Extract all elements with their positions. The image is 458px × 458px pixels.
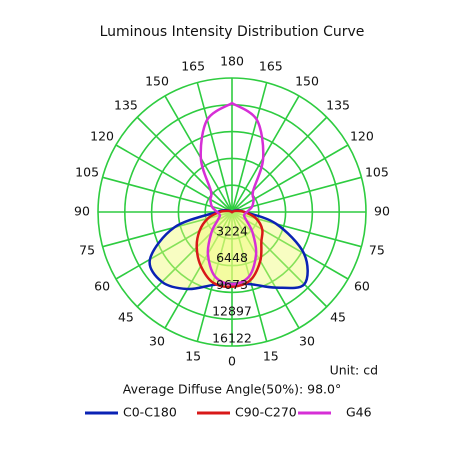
theta-tick-label: 15 bbox=[263, 348, 279, 363]
theta-tick-label: 165 bbox=[259, 59, 283, 74]
r-tick-label: 6448 bbox=[216, 250, 248, 265]
grid-spoke bbox=[164, 95, 233, 213]
series-curve bbox=[199, 101, 265, 286]
theta-tick-label: 90 bbox=[74, 204, 90, 219]
theta-tick-label: 105 bbox=[365, 165, 389, 180]
grid-spoke bbox=[231, 116, 328, 213]
annotation: Average Diffuse Angle(50%): 98.0° bbox=[123, 382, 342, 397]
theta-tick-label: 150 bbox=[145, 74, 169, 89]
grid-spoke bbox=[231, 211, 328, 308]
grid-spoke bbox=[136, 211, 233, 308]
r-tick-label: 12897 bbox=[212, 304, 252, 319]
theta-tick-label: 150 bbox=[295, 74, 319, 89]
theta-tick-label: 45 bbox=[118, 310, 134, 325]
grid-spoke bbox=[164, 211, 233, 329]
unit-label: Unit: cd bbox=[330, 363, 378, 378]
grid-spoke bbox=[136, 116, 233, 213]
theta-tick-label: 0 bbox=[228, 354, 236, 369]
theta-tick-label: 60 bbox=[94, 279, 110, 294]
grid-spoke bbox=[231, 211, 349, 280]
r-tick-label: 3224 bbox=[216, 223, 248, 238]
theta-tick-label: 75 bbox=[79, 242, 95, 257]
legend-label: C0-C180 bbox=[123, 405, 177, 420]
theta-tick-label: 90 bbox=[374, 204, 390, 219]
grid-spoke bbox=[231, 82, 268, 213]
theta-tick-label: 105 bbox=[75, 165, 99, 180]
theta-tick-label: 75 bbox=[369, 242, 385, 257]
r-tick-label: 16122 bbox=[212, 331, 252, 346]
theta-tick-label: 120 bbox=[90, 129, 114, 144]
theta-tick-label: 30 bbox=[149, 333, 165, 348]
theta-tick-label: 180 bbox=[220, 54, 244, 69]
theta-tick-label: 120 bbox=[350, 129, 374, 144]
theta-tick-label: 165 bbox=[181, 59, 205, 74]
grid-spoke bbox=[231, 144, 349, 213]
grid-spoke bbox=[231, 211, 300, 329]
r-tick-label: 9673 bbox=[216, 277, 248, 292]
legend-label: C90-C270 bbox=[235, 405, 297, 420]
chart-title: Luminous Intensity Distribution Curve bbox=[100, 24, 365, 40]
theta-tick-label: 45 bbox=[330, 310, 346, 325]
grid-spoke bbox=[115, 211, 233, 280]
grid-spoke bbox=[231, 95, 300, 213]
theta-tick-label: 60 bbox=[354, 279, 370, 294]
theta-tick-label: 15 bbox=[185, 348, 201, 363]
grid-spoke bbox=[115, 144, 233, 213]
theta-tick-label: 30 bbox=[299, 333, 315, 348]
theta-tick-label: 135 bbox=[326, 97, 350, 112]
grid-spoke bbox=[196, 82, 233, 213]
theta-tick-label: 135 bbox=[114, 97, 138, 112]
legend-label: G46 bbox=[346, 405, 372, 420]
